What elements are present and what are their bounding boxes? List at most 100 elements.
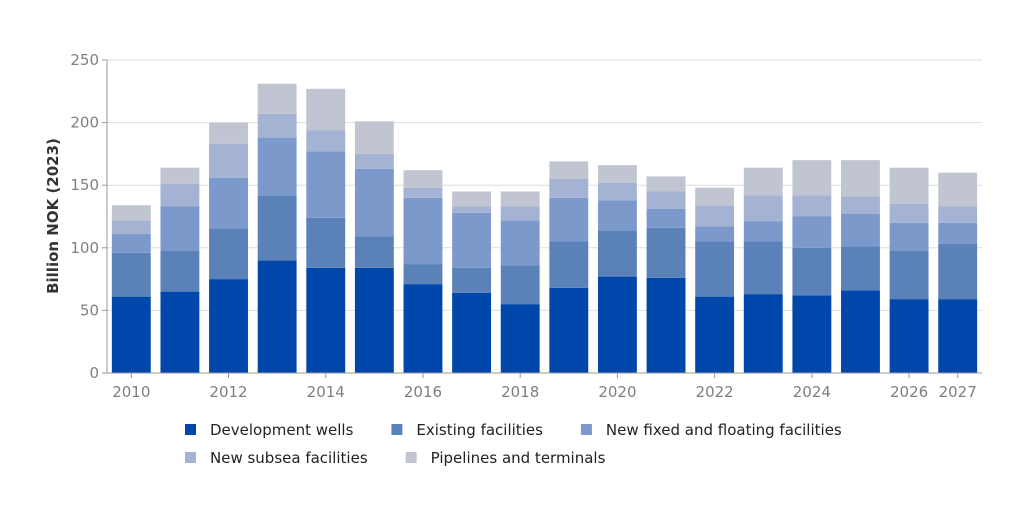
x-tick-label: 2010 — [112, 383, 150, 401]
bar-segment-2013-series-2 — [257, 137, 297, 196]
bar-segment-2025-series-3 — [841, 196, 880, 214]
x-tick-label: 2018 — [501, 383, 539, 401]
bar-segment-2026-series-1 — [889, 250, 929, 300]
legend-label-4: Pipelines and terminals — [431, 449, 606, 467]
bar-segment-2012-series-4 — [209, 122, 248, 144]
bar-segment-2015-series-2 — [354, 168, 394, 237]
bar-segment-2018-series-3 — [500, 206, 540, 221]
bar-segment-2027-series-3 — [938, 206, 978, 223]
bar-segment-2025-series-4 — [841, 160, 880, 197]
bar-segment-2022-series-2 — [695, 226, 735, 242]
bar-segment-2023-series-0 — [743, 294, 783, 373]
bar-segment-2014-series-3 — [306, 130, 346, 152]
bar-segment-2018-series-2 — [500, 220, 540, 266]
bar-segment-2023-series-1 — [743, 241, 783, 295]
bar-segment-2010-series-0 — [111, 296, 151, 373]
bar-segment-2025-series-2 — [841, 213, 880, 247]
bar-segment-2013-series-4 — [257, 83, 297, 114]
bar-segment-2024-series-4 — [792, 160, 832, 196]
bar-segment-2018-series-0 — [500, 304, 540, 373]
bar-segment-2016-series-0 — [403, 284, 443, 373]
legend-swatch-4 — [405, 452, 417, 463]
bar-segment-2018-series-1 — [500, 265, 540, 305]
bar-segment-2019-series-0 — [549, 287, 589, 373]
bar-segment-2022-series-4 — [695, 187, 735, 206]
y-tick-label: 200 — [70, 114, 99, 132]
bar-segment-2021-series-1 — [646, 227, 686, 278]
x-tick-label: 2026 — [890, 383, 928, 401]
bar-segment-2011-series-2 — [160, 206, 200, 251]
bar-segment-2027-series-0 — [938, 299, 978, 373]
bar-segment-2021-series-0 — [646, 277, 686, 373]
bar-segment-2017-series-4 — [452, 191, 492, 207]
legend-label-3: New subsea facilities — [210, 449, 368, 467]
bar-segment-2014-series-1 — [306, 217, 346, 268]
bar-segment-2027-series-2 — [938, 222, 978, 245]
bar-segment-2017-series-2 — [452, 212, 492, 268]
x-tick-label: 2024 — [793, 383, 831, 401]
bar-segment-2026-series-4 — [889, 167, 929, 204]
bar-segment-2024-series-0 — [792, 295, 832, 373]
bar-segment-2018-series-4 — [500, 191, 540, 207]
legend-swatch-2 — [580, 424, 592, 435]
legend: Development wells Existing facilities New … — [185, 421, 842, 467]
x-tick-label: 2020 — [598, 383, 636, 401]
bars — [111, 83, 978, 373]
bar-segment-2015-series-4 — [354, 121, 394, 154]
legend-label-2: New fixed and floating facilities — [606, 421, 842, 439]
legend-label-1: Existing facilities — [416, 421, 543, 439]
bar-segment-2021-series-4 — [646, 176, 686, 192]
bar-segment-2026-series-3 — [889, 203, 929, 223]
bar-segment-2020-series-1 — [597, 230, 637, 277]
axes — [106, 60, 982, 374]
bar-segment-2020-series-0 — [597, 276, 637, 373]
bar-segment-2015-series-0 — [354, 267, 394, 373]
bar-segment-2013-series-3 — [257, 113, 297, 138]
bar-segment-2025-series-1 — [841, 246, 880, 291]
bar-segment-2012-series-0 — [209, 279, 248, 373]
bar-segment-2019-series-3 — [549, 178, 589, 198]
legend-label-0: Development wells — [210, 421, 354, 439]
bar-segment-2027-series-4 — [938, 172, 978, 207]
y-tick-label: 250 — [70, 51, 99, 69]
y-tick-label: 150 — [70, 176, 99, 194]
bar-segment-2023-series-2 — [743, 221, 783, 242]
bar-segment-2020-series-2 — [597, 200, 637, 231]
bar-segment-2017-series-1 — [452, 267, 492, 293]
bar-segment-2017-series-0 — [452, 292, 492, 373]
bar-segment-2016-series-4 — [403, 170, 443, 188]
y-tick-label: 0 — [89, 364, 99, 382]
x-tick-label: 2022 — [696, 383, 734, 401]
x-tick-labels: 2010 2012 2014 2016 2018 2020 2022 2024 2026 2027 — [112, 373, 977, 401]
bar-segment-2011-series-1 — [160, 250, 200, 292]
bar-segment-2016-series-1 — [403, 264, 443, 285]
bar-segment-2015-series-3 — [354, 153, 394, 169]
y-tick-label: 100 — [70, 239, 99, 257]
bar-segment-2020-series-4 — [597, 165, 637, 183]
bar-segment-2019-series-4 — [549, 161, 589, 179]
bar-segment-2014-series-4 — [306, 88, 346, 131]
bar-segment-2017-series-3 — [452, 206, 492, 213]
bar-segment-2013-series-0 — [257, 260, 297, 373]
gridlines — [107, 59, 982, 311]
bar-segment-2012-series-1 — [209, 229, 248, 280]
bar-segment-2016-series-2 — [403, 197, 443, 265]
bar-segment-2012-series-3 — [209, 143, 248, 178]
bar-segment-2010-series-1 — [111, 252, 151, 297]
bar-segment-2026-series-2 — [889, 222, 929, 251]
legend-swatch-3 — [185, 452, 196, 463]
bar-segment-2021-series-3 — [646, 191, 686, 209]
y-tick-labels: 0 50 100 150 200 250 — [70, 51, 107, 382]
bar-segment-2010-series-4 — [111, 205, 151, 221]
bar-segment-2022-series-3 — [695, 205, 735, 227]
bar-segment-2011-series-3 — [160, 183, 200, 207]
bar-segment-2010-series-3 — [111, 220, 151, 235]
bar-segment-2016-series-3 — [403, 187, 443, 198]
bar-segment-2022-series-1 — [695, 241, 735, 297]
bar-segment-2011-series-0 — [160, 291, 200, 373]
x-tick-label: 2014 — [307, 383, 345, 401]
legend-swatch-1 — [391, 424, 403, 435]
bar-segment-2013-series-1 — [257, 195, 297, 261]
bar-segment-2019-series-2 — [549, 197, 589, 242]
